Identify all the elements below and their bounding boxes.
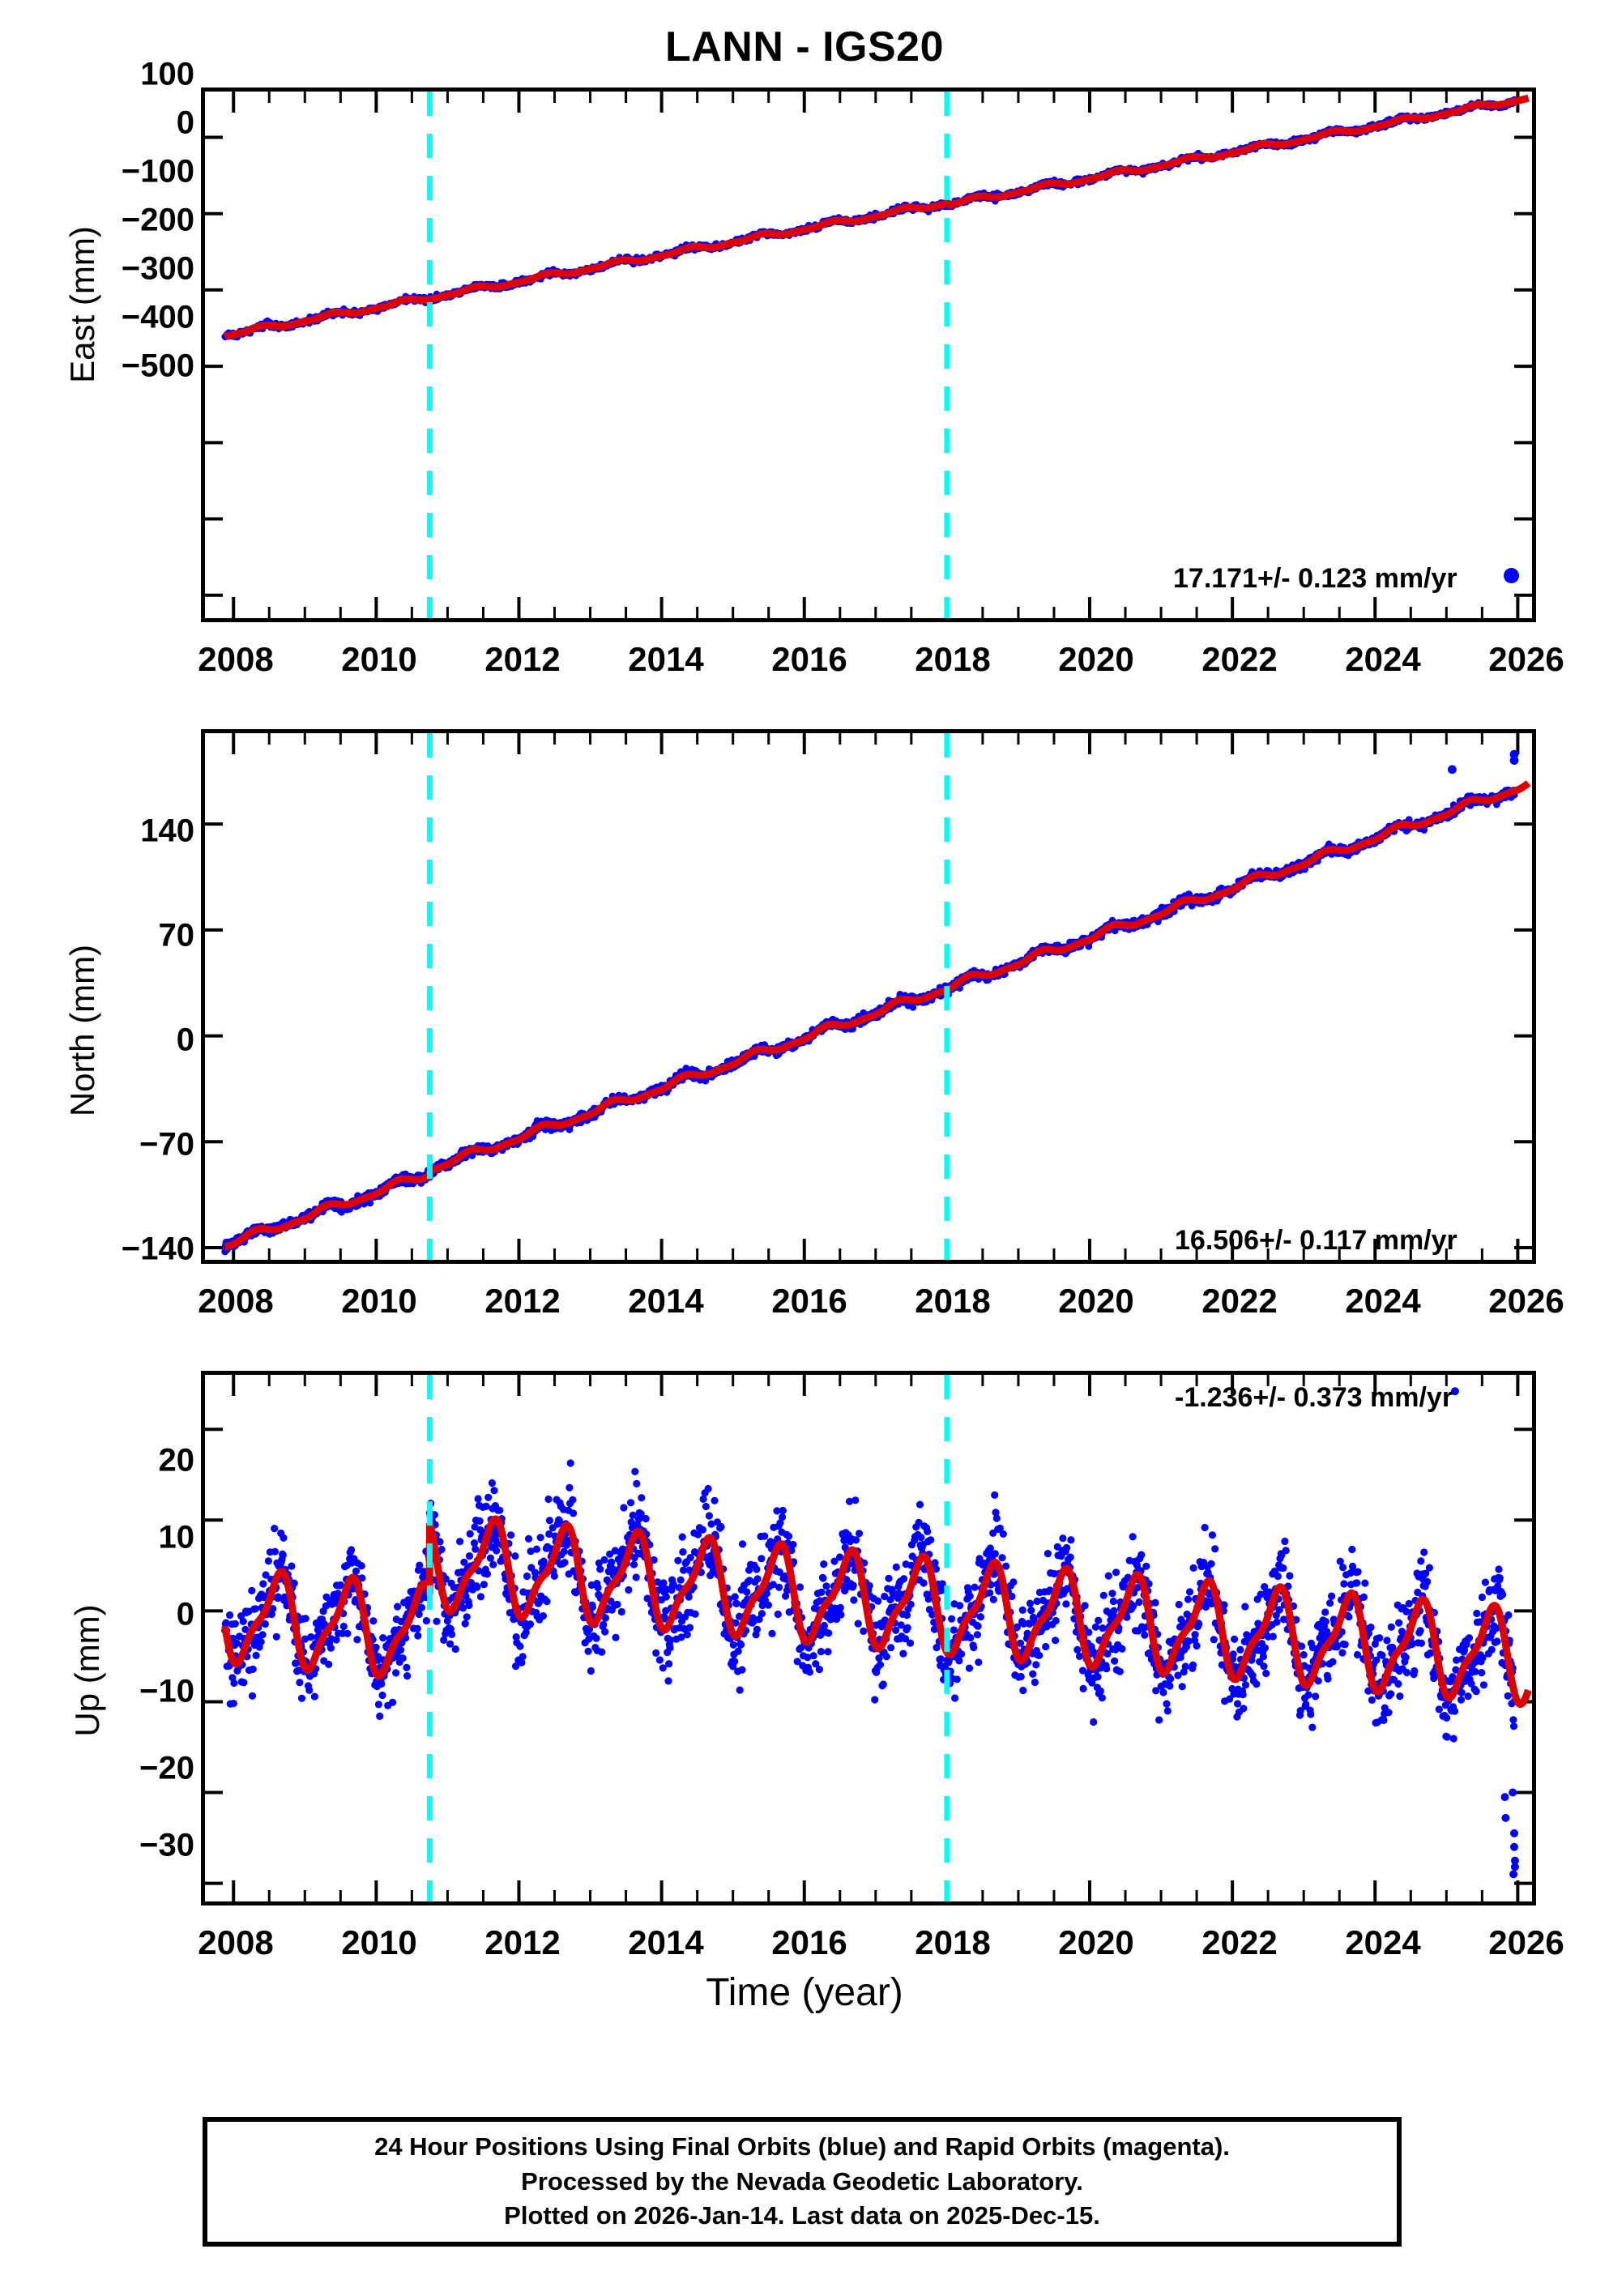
east-ytick: 100 bbox=[140, 56, 194, 92]
up-xtick: 2026 bbox=[1488, 1923, 1564, 1961]
up-ytick: 20 bbox=[158, 1442, 195, 1479]
up-xtick: 2024 bbox=[1345, 1923, 1421, 1961]
east-ytick: −100 bbox=[121, 153, 194, 190]
north-plot-area bbox=[201, 729, 1536, 1264]
east-ytick: −200 bbox=[121, 202, 194, 238]
north-xtick: 2026 bbox=[1488, 1282, 1564, 1320]
north-ytick: −70 bbox=[139, 1126, 194, 1163]
east-xtick: 2008 bbox=[198, 640, 274, 678]
east-xtick: 2016 bbox=[771, 640, 847, 678]
caption-box: 24 Hour Positions Using Final Orbits (bl… bbox=[203, 2117, 1402, 2247]
page-title: LANN - IGS20 bbox=[664, 23, 945, 70]
east-xtick: 2012 bbox=[484, 640, 561, 678]
north-plot-svg bbox=[205, 733, 1532, 1260]
up-xtick: 2012 bbox=[484, 1923, 561, 1961]
east-xtick: 2020 bbox=[1058, 640, 1134, 678]
north-ytick: 0 bbox=[176, 1022, 194, 1058]
up-ytick: 10 bbox=[158, 1519, 195, 1556]
up-xtick: 2016 bbox=[771, 1923, 847, 1961]
north-xtick: 2020 bbox=[1058, 1282, 1134, 1320]
up-xtick: 2014 bbox=[628, 1923, 704, 1961]
east-ytick: −400 bbox=[121, 299, 194, 335]
east-xtick: 2022 bbox=[1201, 640, 1278, 678]
north-ytick: 70 bbox=[158, 917, 195, 954]
north-xtick: 2018 bbox=[915, 1282, 991, 1320]
north-xtick: 2024 bbox=[1345, 1282, 1421, 1320]
north-ytick: −140 bbox=[121, 1231, 194, 1267]
north-ytick: 140 bbox=[140, 813, 194, 849]
east-xtick: 2018 bbox=[915, 640, 991, 678]
north-xtick: 2008 bbox=[198, 1282, 274, 1320]
up-xtick: 2018 bbox=[915, 1923, 991, 1961]
caption-line-3: Plotted on 2026-Jan-14. Last data on 202… bbox=[504, 2201, 1100, 2230]
east-ytick: 0 bbox=[176, 105, 194, 141]
east-legend-dot-icon bbox=[1504, 568, 1519, 583]
up-xtick: 2008 bbox=[198, 1923, 274, 1961]
up-xtick: 2022 bbox=[1201, 1923, 1278, 1961]
east-ytick: −500 bbox=[121, 348, 194, 384]
up-ytick: −20 bbox=[139, 1750, 194, 1786]
caption-line-2: Processed by the Nevada Geodetic Laborat… bbox=[521, 2166, 1083, 2196]
up-ytick: −30 bbox=[139, 1827, 194, 1863]
east-xtick: 2014 bbox=[628, 640, 704, 678]
up-plot-area bbox=[201, 1371, 1536, 1906]
east-xtick: 2024 bbox=[1345, 640, 1421, 678]
up-ytick: −10 bbox=[139, 1673, 194, 1709]
up-ytick: 0 bbox=[176, 1596, 194, 1632]
north-xtick: 2016 bbox=[771, 1282, 847, 1320]
up-xtick: 2020 bbox=[1058, 1923, 1134, 1961]
caption-line-1: 24 Hour Positions Using Final Orbits (bl… bbox=[374, 2132, 1230, 2161]
north-xtick: 2010 bbox=[341, 1282, 417, 1320]
east-xtick: 2026 bbox=[1488, 640, 1564, 678]
north-rate-annotation: 16.506+/- 0.117 mm/yr bbox=[1175, 1225, 1457, 1256]
up-xtick: 2010 bbox=[341, 1923, 417, 1961]
north-xtick: 2012 bbox=[484, 1282, 561, 1320]
east-ytick: −300 bbox=[121, 250, 194, 287]
up-plot-svg bbox=[205, 1375, 1532, 1901]
x-axis-label: Time (year) bbox=[706, 1971, 903, 2014]
north-xtick: 2022 bbox=[1201, 1282, 1278, 1320]
east-xtick: 2010 bbox=[341, 640, 417, 678]
up-rate-annotation: -1.236+/- 0.373 mm/yr bbox=[1175, 1382, 1453, 1413]
east-plot-area bbox=[201, 87, 1536, 622]
east-rate-annotation: 17.171+/- 0.123 mm/yr bbox=[1173, 563, 1457, 594]
north-xtick: 2014 bbox=[628, 1282, 704, 1320]
east-plot-svg bbox=[205, 92, 1532, 618]
